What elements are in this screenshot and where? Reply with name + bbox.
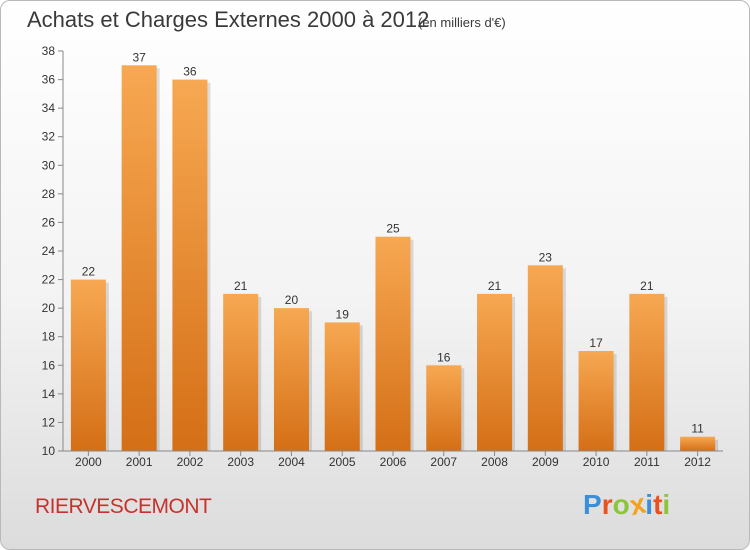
- y-tick-label: 38: [42, 44, 56, 58]
- x-tick-label-2010: 2010: [583, 455, 610, 469]
- bar-2004: [273, 308, 309, 451]
- value-label-2007: 16: [437, 350, 451, 364]
- x-tick-label-2000: 2000: [75, 455, 102, 469]
- bar-2011: [629, 293, 665, 451]
- logo-letter: i: [662, 489, 671, 520]
- x-tick-label-2009: 2009: [532, 455, 559, 469]
- logo-letter: i: [645, 489, 654, 520]
- chart-subtitle: (en milliers d'€): [418, 15, 506, 30]
- x-tick-label-2004: 2004: [278, 455, 305, 469]
- bar-2012: [680, 436, 716, 451]
- y-tick-label: 34: [42, 101, 56, 115]
- logo-letter: P: [583, 489, 602, 520]
- y-tick-label: 16: [42, 358, 56, 372]
- value-label-2001: 37: [132, 50, 146, 64]
- x-tick-label-2001: 2001: [126, 455, 153, 469]
- bar-2005: [324, 322, 360, 451]
- logo-letter: t: [653, 489, 663, 520]
- chart-title: Achats et Charges Externes 2000 à 2012: [27, 7, 430, 32]
- bar-2001: [121, 65, 157, 452]
- bar-2008: [477, 293, 513, 451]
- value-label-2012: 11: [691, 422, 704, 436]
- value-label-2008: 21: [488, 279, 502, 293]
- x-tick-label-2002: 2002: [177, 455, 204, 469]
- proxiti-logo[interactable]: Proxiti: [583, 488, 671, 522]
- value-label-2004: 20: [285, 293, 299, 307]
- y-tick-label: 18: [42, 330, 56, 344]
- x-tick-label-2008: 2008: [481, 455, 508, 469]
- bar-2007: [426, 365, 462, 451]
- place-name: RIERVESCEMONT: [35, 495, 212, 518]
- x-tick-label-2012: 2012: [684, 455, 711, 469]
- y-tick-label: 12: [42, 415, 56, 429]
- bar-2003: [223, 293, 259, 451]
- x-tick-label-2006: 2006: [380, 455, 407, 469]
- y-tick-label: 26: [42, 215, 56, 229]
- y-tick-label: 36: [42, 73, 56, 87]
- value-label-2002: 36: [183, 65, 197, 79]
- value-label-2006: 25: [386, 222, 400, 236]
- value-label-2000: 22: [82, 265, 96, 279]
- value-label-2010: 17: [589, 336, 603, 350]
- y-tick-label: 30: [42, 158, 56, 172]
- x-tick-label-2007: 2007: [430, 455, 457, 469]
- y-tick-label: 24: [42, 244, 56, 258]
- value-label-2005: 19: [336, 307, 350, 321]
- bar-2002: [172, 79, 208, 452]
- bar-2006: [375, 236, 411, 451]
- bar-2010: [578, 351, 614, 451]
- y-tick-label: 20: [42, 301, 56, 315]
- value-label-2003: 21: [234, 279, 248, 293]
- y-tick-label: 28: [42, 187, 56, 201]
- value-label-2009: 23: [539, 250, 553, 264]
- logo-letter: r: [601, 489, 613, 520]
- y-tick-label: 14: [42, 387, 56, 401]
- logo-letter: o: [612, 489, 630, 520]
- bar-2000: [70, 279, 106, 451]
- x-tick-label-2003: 2003: [227, 455, 254, 469]
- x-tick-label-2011: 2011: [634, 455, 660, 469]
- bar-2009: [527, 265, 563, 451]
- value-label-2011: 21: [640, 279, 654, 293]
- y-tick-label: 22: [42, 273, 56, 287]
- y-tick-label: 10: [42, 444, 56, 458]
- x-axis: 2000 2001 2002 2003 2004 2005 2006 2007 2008 2009…: [63, 450, 723, 469]
- bars-group: 22 37 36 21 20 19 25 16 21 23 17 21 11: [70, 50, 719, 452]
- y-tick-label: 32: [42, 130, 56, 144]
- y-axis: 10 12 14 16 18 20 22 24 26 28 30 32 34 36 38: [42, 44, 64, 458]
- x-tick-label-2005: 2005: [329, 455, 356, 469]
